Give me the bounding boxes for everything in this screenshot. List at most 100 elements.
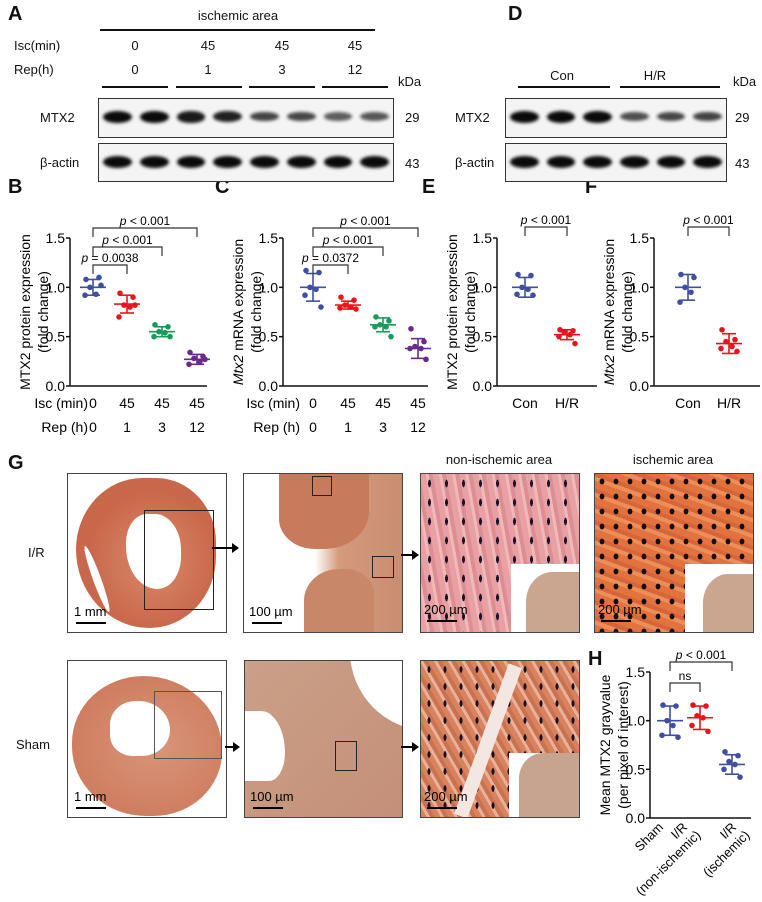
isc-value: 0 [131,38,139,53]
y-tick-label: 1.0 [626,713,646,729]
y-tick-label: 1.5 [46,230,66,246]
p-value-label: p = 0.0038 [80,251,138,265]
data-point [127,304,133,310]
data-point [383,324,389,330]
protein-band [176,156,206,168]
data-point [353,306,359,312]
scale-bar-label: 200 µm [598,602,642,617]
column-title-ischemic: ischemic area [632,452,714,467]
blot-mtx2 [98,98,394,138]
protein-band [620,156,649,168]
data-point [691,274,697,281]
data-point [689,722,695,729]
protein-band [693,156,722,168]
data-point [117,290,123,297]
data-point [737,774,743,780]
lane-group-line [249,86,315,88]
data-point [165,324,171,330]
rep-value: 3 [278,62,286,77]
band-label-actin: β-actin [40,155,80,170]
y-axis-label: (fold change) [619,271,635,353]
data-group [512,271,538,299]
micrograph-ischemic: 200 µm [594,473,754,633]
data-point [152,322,158,328]
data-point [530,292,536,299]
data-point [675,734,681,741]
zoom-region-box [335,741,357,771]
data-point [407,345,413,352]
isc-row-label: Isc(min) [14,38,61,53]
data-point [191,355,197,362]
protein-band [656,156,686,168]
y-tick-label: 1.5 [630,230,650,246]
data-point [116,314,122,320]
isc-value: 45 [347,38,363,53]
bracket-line [92,264,128,274]
data-group [675,271,701,305]
protein-band [510,156,539,168]
data-point [525,286,531,293]
data-point [96,274,102,281]
scale-bar-label: 200 µm [424,789,468,804]
protein-band [583,111,612,123]
y-axis-label: MTX2 protein expression [17,234,33,390]
x-tick-label: I/R(ischemic) [689,817,752,880]
data-point [729,343,735,350]
scale-bar-label: 100 µm [250,789,294,804]
kda-label: kDa [733,74,757,89]
protein-band [213,156,242,168]
data-point [734,348,740,355]
rep-value: 12 [347,62,363,77]
bracket-line [669,661,733,671]
data-group [335,294,361,312]
p-value-label: p < 0.001 [682,213,734,227]
isc-value: 45 [200,38,216,53]
data-point [660,702,666,708]
x-tick-label: H/R [555,395,579,411]
kda-value: 43 [735,156,750,171]
data-point [98,282,104,289]
rep-value: 1 [204,62,212,77]
protein-band [323,112,353,121]
heart-section-ir-zoom: 100 µm [243,473,403,633]
data-point [186,361,192,368]
protein-band [323,156,353,168]
significance-bracket: p < 0.001 [312,214,419,237]
lane-group-line [620,86,720,88]
x-row-label: Isc (min) [34,395,88,411]
y-tick-label: 0.5 [259,329,279,345]
p-value-label: p < 0.001 [101,233,153,247]
data-point [337,305,343,311]
data-point [348,304,354,310]
significance-bracket: p < 0.001 [92,214,198,237]
data-point [167,333,173,340]
data-point [556,333,562,340]
significance-bracket: p < 0.001 [669,648,733,671]
scale-bar-label: 200 µm [424,602,468,617]
data-point [732,336,738,343]
p-value-label: p < 0.001 [520,213,572,227]
zoom-region-box [144,510,214,610]
y-axis-label: MTX2 protein expression [444,234,460,390]
scale-bar-label: 1 mm [74,604,107,619]
data-point [688,289,694,296]
y-axis-label: (fold change) [35,271,51,353]
p-value-label: ns [679,669,692,683]
y-tick-label: 1.0 [46,279,66,295]
x-tick-label: 12 [189,419,205,435]
x-tick-label: 0 [309,395,317,411]
data-point [197,358,203,365]
zoom-region-box [372,556,394,578]
bracket-line [92,227,198,237]
row-label-ir: I/R [28,545,45,560]
y-tick-label: 1.0 [630,279,650,295]
significance-bracket: p = 0.0038 [80,251,139,274]
data-point [302,292,308,299]
data-point [721,766,727,773]
scale-bar [427,807,457,809]
protein-band [583,156,612,168]
y-axis-label: (fold change) [462,271,478,353]
panel-label-e: E [422,176,436,198]
data-point [93,291,99,298]
x-tick-label: 45 [154,395,170,411]
